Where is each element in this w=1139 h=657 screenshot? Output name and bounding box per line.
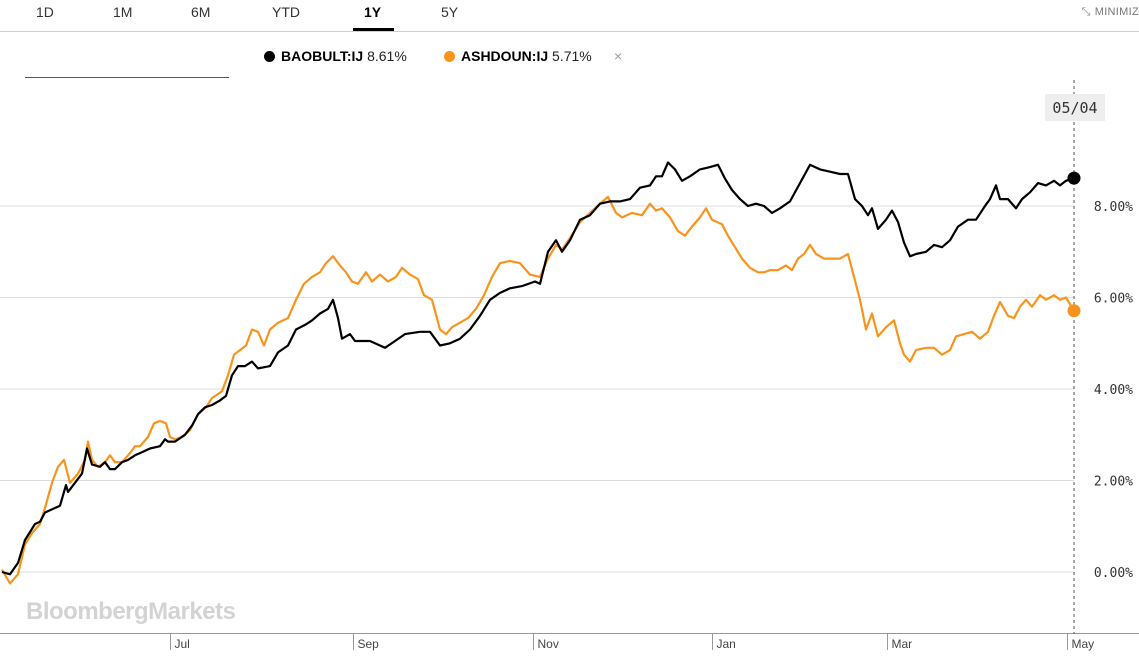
minimize-label: MINIMIZ <box>1094 6 1139 18</box>
active-tab-underline <box>353 28 394 31</box>
legend-divider <box>25 77 229 78</box>
legend-item-baobult[interactable]: BAOBULT:IJ 8.61% <box>264 48 407 64</box>
series-end-point <box>1067 304 1081 318</box>
x-tick-label: May <box>1072 637 1095 651</box>
legend-item-ashdoun[interactable]: ASHDOUN:IJ 5.71% <box>444 48 592 64</box>
series-line-baobultij <box>1 161 1075 576</box>
legend-ticker: ASHDOUN:IJ <box>461 48 549 64</box>
legend-value: 5.71% <box>552 48 592 64</box>
tab-1y[interactable]: 1Y <box>364 4 382 20</box>
tab-1d[interactable]: 1D <box>36 4 54 20</box>
tab-6m[interactable]: 6M <box>191 4 211 20</box>
series-dot-icon <box>444 51 455 62</box>
x-tick-label: Nov <box>538 637 559 651</box>
series-end-markers <box>1067 171 1081 318</box>
date-flag-label: 05/04 <box>1052 99 1097 117</box>
series-dot-icon <box>264 51 275 62</box>
range-tabs: 1D 1M 6M YTD 1Y 5Y ⤡ MINIMIZ <box>0 0 1139 32</box>
y-tick-label: 2.00% <box>1094 475 1133 490</box>
x-tick-label: Jul <box>175 637 190 651</box>
collapse-arrows-icon: ⤡ <box>1081 6 1091 18</box>
y-tick-label: 0.00% <box>1094 566 1133 581</box>
y-tick-label: 6.00% <box>1094 292 1133 307</box>
minimize-button[interactable]: ⤡ MINIMIZ <box>1082 6 1139 19</box>
x-tick-label: Sep <box>358 637 380 651</box>
tab-ytd[interactable]: YTD <box>272 4 300 20</box>
bloomberg-watermark: BloombergMarkets <box>26 598 236 625</box>
legend-value: 8.61% <box>367 48 407 64</box>
tab-1m[interactable]: 1M <box>113 4 133 20</box>
series-line-ashdounij <box>1 195 1075 585</box>
date-flag <box>1045 94 1105 121</box>
remove-series-close-icon[interactable]: × <box>614 48 623 64</box>
x-tick-label: Mar <box>892 637 913 651</box>
tab-5y[interactable]: 5Y <box>441 4 459 20</box>
y-tick-label: 8.00% <box>1094 200 1133 215</box>
grid-lines <box>0 205 1074 573</box>
x-tick-label: Jan <box>717 637 736 651</box>
series-end-point <box>1067 171 1081 185</box>
y-axis-labels: 0.00% 2.00% 4.00% 6.00% 8.00% <box>1094 200 1133 581</box>
x-axis-ticks: Jul Sep Nov Jan Mar May <box>170 634 1095 651</box>
y-tick-label: 4.00% <box>1094 383 1133 398</box>
legend-ticker: BAOBULT:IJ <box>281 48 364 64</box>
series-lines <box>1 161 1075 585</box>
